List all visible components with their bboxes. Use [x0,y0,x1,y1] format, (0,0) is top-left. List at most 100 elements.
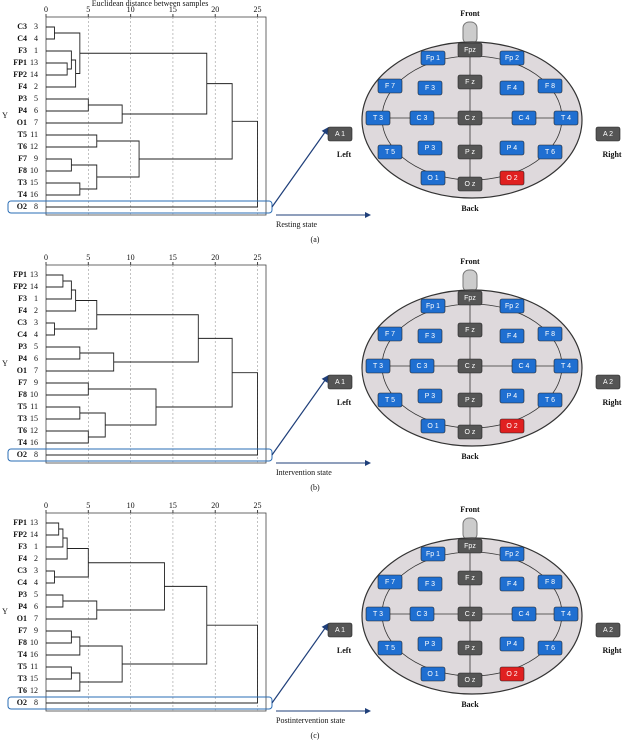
x-tick-label: 25 [254,5,262,14]
electrode [553,358,579,374]
leaf-id: 12 [30,142,38,151]
electrode [417,636,443,652]
plot-frame [45,512,267,712]
leaf-id: 16 [30,190,38,199]
electrode [327,622,353,638]
electrode [457,144,483,160]
leaf-name: T3 [18,674,27,683]
leaf-name: P3 [18,342,27,351]
leaf-id: 10 [30,390,38,399]
leaf-name: P3 [18,590,27,599]
leaf-id: 9 [34,626,38,635]
electrode [499,328,525,344]
electrode-label: F 3 [425,333,435,340]
dendrogram-link [79,645,123,683]
dendrogram-link [46,372,258,456]
electrode-label: T 6 [545,149,555,156]
plot-frame [45,16,267,216]
electrode [417,328,443,344]
electrode-label: P 4 [507,393,517,400]
dendrogram-link [46,636,81,656]
x-tick-label: 0 [44,501,48,510]
electrode [457,74,483,90]
electrode-label: F z [465,575,475,582]
dendrogram-link [54,300,98,330]
electrode-label: O z [465,181,476,188]
dendrogram-link [122,585,208,665]
leaf-name: F3 [18,294,27,303]
leaf-name: C3 [17,566,27,575]
electrode-label: F 4 [507,85,517,92]
electrode-label: O z [465,677,476,684]
electrode-label: F 8 [545,331,555,338]
electrode-label: O 2 [506,423,517,430]
x-tick-label: 10 [127,501,135,510]
electrode [365,110,391,126]
electrode-label: O 1 [427,423,438,430]
electrode [417,388,443,404]
electrode-label: C 3 [417,363,428,370]
leaf-name: O1 [17,118,27,127]
electrode-label: F z [465,327,475,334]
dendrogram-link [46,104,123,124]
electrode-label: T 4 [561,611,571,618]
electrode-label: T 6 [545,397,555,404]
electrode-label: T 3 [373,115,383,122]
electrode [409,606,435,622]
electrode-label: P 3 [425,641,435,648]
electrode-label: O z [465,429,476,436]
leaf-id: 1 [34,294,38,303]
leaf-id: 8 [34,202,38,211]
leaf-name: T3 [18,178,27,187]
electrode-label: P 4 [507,145,517,152]
electrode-label: Fp 2 [505,55,519,62]
x-tick-label: 15 [169,5,177,14]
electrode [499,576,525,592]
electrode-label: A 2 [603,131,613,138]
leaf-name: F7 [18,626,27,635]
panel-caption: (c) [311,731,320,740]
electrode-label: P 4 [507,641,517,648]
electrode-label: T 4 [561,115,571,122]
electrode-label: T 5 [385,645,395,652]
front-label: Front [460,505,480,514]
electrode [420,418,446,434]
electrode [499,418,525,434]
leaf-name: FP2 [13,530,27,539]
panel-caption: (a) [311,235,320,244]
pointer-arrow [271,127,329,208]
left-label: Left [337,646,352,655]
dendrogram-link [79,412,106,438]
dendrogram-link [46,537,68,560]
electrode [595,126,621,142]
state-label: Postintervention state [276,716,346,725]
electrode [457,672,483,688]
leaf-id: 13 [30,58,38,67]
nose [462,269,478,293]
leaf-name: P3 [18,94,27,103]
leaf-name: O2 [17,202,27,211]
electrode [499,298,525,314]
electrode [420,170,446,186]
dendrogram-link [46,382,89,396]
y-axis-label: Y [2,111,8,120]
leaf-id: 3 [34,566,38,575]
electrode-label: F 7 [385,331,395,338]
dendrogram-link [46,570,55,584]
leaf-name: F4 [18,306,27,315]
right-label: Right [602,398,621,407]
dendrogram-link [46,528,64,548]
leaf-id: 15 [30,414,38,423]
dendrogram-link [46,352,115,372]
dendrogram-link [46,666,72,680]
leaf-id: 11 [30,662,38,671]
electrode [377,574,403,590]
leaf-id: 8 [34,450,38,459]
electrode-label: Fp 1 [426,303,440,310]
electrode-label: F z [465,79,475,86]
electrode [365,358,391,374]
electrode [377,640,403,656]
leaf-name: C4 [17,330,27,339]
leaf-name: T5 [18,662,27,671]
x-tick-label: 20 [211,5,219,14]
